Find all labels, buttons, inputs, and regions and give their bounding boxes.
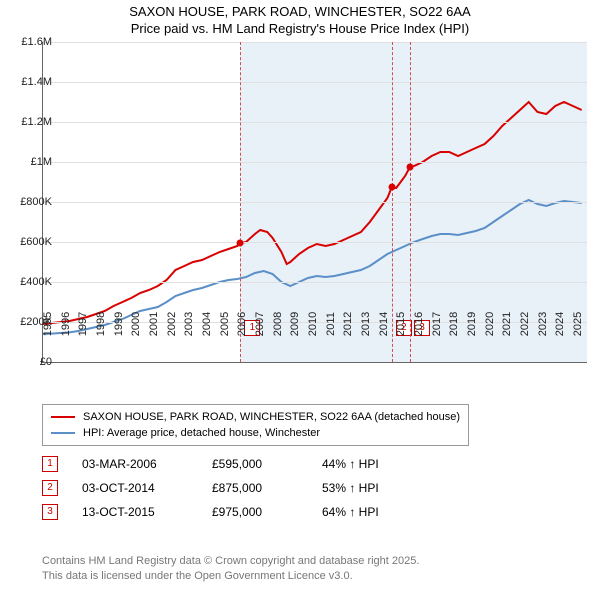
transaction-marker-dot: [388, 184, 395, 191]
transaction-price: £975,000: [212, 505, 322, 519]
x-axis-label: 2006: [236, 312, 248, 336]
x-axis-label: 2025: [572, 312, 584, 336]
gridline-h: [43, 122, 587, 123]
transaction-date: 03-MAR-2006: [82, 457, 212, 471]
title-line1: SAXON HOUSE, PARK ROAD, WINCHESTER, SO22…: [129, 4, 470, 19]
transaction-pct: 64% ↑ HPI: [322, 505, 432, 519]
x-axis-label: 2003: [183, 312, 195, 336]
x-axis-label: 1997: [77, 312, 89, 336]
gridline-h: [43, 82, 587, 83]
x-axis-label: 2007: [254, 312, 266, 336]
figure-container: SAXON HOUSE, PARK ROAD, WINCHESTER, SO22…: [0, 0, 600, 590]
transaction-badge: 1: [42, 456, 58, 472]
legend-row: HPI: Average price, detached house, Winc…: [51, 425, 460, 441]
transaction-pct: 44% ↑ HPI: [322, 457, 432, 471]
x-axis-label: 1999: [113, 312, 125, 336]
y-axis-label: £800K: [14, 196, 52, 208]
x-axis-label: 2015: [395, 312, 407, 336]
transaction-badge: 3: [42, 504, 58, 520]
y-axis-label: £1.6M: [14, 36, 52, 48]
legend-label: HPI: Average price, detached house, Winc…: [83, 427, 320, 439]
x-axis-label: 2001: [148, 312, 160, 336]
transaction-marker-dot: [407, 164, 414, 171]
gridline-h: [43, 42, 587, 43]
legend-swatch: [51, 432, 75, 434]
legend-swatch: [51, 416, 75, 418]
x-axis-label: 2012: [342, 312, 354, 336]
transaction-marker-line: [392, 42, 393, 362]
y-axis-label: £1.2M: [14, 116, 52, 128]
transaction-row: 3 13-OCT-2015£975,00064% ↑ HPI: [42, 500, 432, 524]
x-axis-label: 1998: [95, 312, 107, 336]
legend-box: SAXON HOUSE, PARK ROAD, WINCHESTER, SO22…: [42, 404, 469, 446]
series-line: [43, 102, 582, 324]
x-axis-label: 2022: [519, 312, 531, 336]
x-axis-label: 2020: [484, 312, 496, 336]
transaction-date: 13-OCT-2015: [82, 505, 212, 519]
x-axis-label: 1995: [42, 312, 54, 336]
transaction-marker-dot: [237, 240, 244, 247]
chart-title: SAXON HOUSE, PARK ROAD, WINCHESTER, SO22…: [0, 0, 600, 38]
gridline-h: [43, 202, 587, 203]
y-axis-label: £400K: [14, 276, 52, 288]
x-axis-label: 2021: [501, 312, 513, 336]
transaction-table: 1 03-MAR-2006£595,00044% ↑ HPI 2 03-OCT-201…: [42, 452, 432, 524]
transaction-price: £595,000: [212, 457, 322, 471]
x-axis-label: 2024: [554, 312, 566, 336]
y-axis-label: £0: [14, 356, 52, 368]
transaction-price: £875,000: [212, 481, 322, 495]
x-axis-label: 2009: [289, 312, 301, 336]
x-axis-label: 2008: [272, 312, 284, 336]
legend-label: SAXON HOUSE, PARK ROAD, WINCHESTER, SO22…: [83, 411, 460, 423]
gridline-h: [43, 162, 587, 163]
x-axis-label: 2014: [378, 312, 390, 336]
x-axis-label: 2016: [413, 312, 425, 336]
x-axis-label: 2013: [360, 312, 372, 336]
x-axis-label: 2010: [307, 312, 319, 336]
gridline-h: [43, 282, 587, 283]
x-axis-label: 2017: [431, 312, 443, 336]
transaction-date: 03-OCT-2014: [82, 481, 212, 495]
footer-line1: Contains HM Land Registry data © Crown c…: [42, 555, 419, 567]
transaction-badge: 2: [42, 480, 58, 496]
x-axis-label: 2005: [219, 312, 231, 336]
footer-line2: This data is licensed under the Open Gov…: [42, 570, 353, 582]
x-axis-label: 2019: [466, 312, 478, 336]
attribution-footer: Contains HM Land Registry data © Crown c…: [42, 554, 582, 584]
transaction-marker-line: [410, 42, 411, 362]
x-axis-label: 2018: [448, 312, 460, 336]
gridline-h: [43, 242, 587, 243]
y-axis-label: £1M: [14, 156, 52, 168]
x-axis-label: 1996: [60, 312, 72, 336]
x-axis-label: 2011: [325, 312, 337, 336]
y-axis-label: £1.4M: [14, 76, 52, 88]
x-axis-label: 2023: [537, 312, 549, 336]
title-line2: Price paid vs. HM Land Registry's House …: [131, 21, 469, 36]
x-axis-label: 2004: [201, 312, 213, 336]
transaction-row: 2 03-OCT-2014£875,00053% ↑ HPI: [42, 476, 432, 500]
legend-row: SAXON HOUSE, PARK ROAD, WINCHESTER, SO22…: [51, 409, 460, 425]
x-axis-label: 2000: [130, 312, 142, 336]
transaction-pct: 53% ↑ HPI: [322, 481, 432, 495]
x-axis-label: 2002: [166, 312, 178, 336]
transaction-row: 1 03-MAR-2006£595,00044% ↑ HPI: [42, 452, 432, 476]
y-axis-label: £600K: [14, 236, 52, 248]
